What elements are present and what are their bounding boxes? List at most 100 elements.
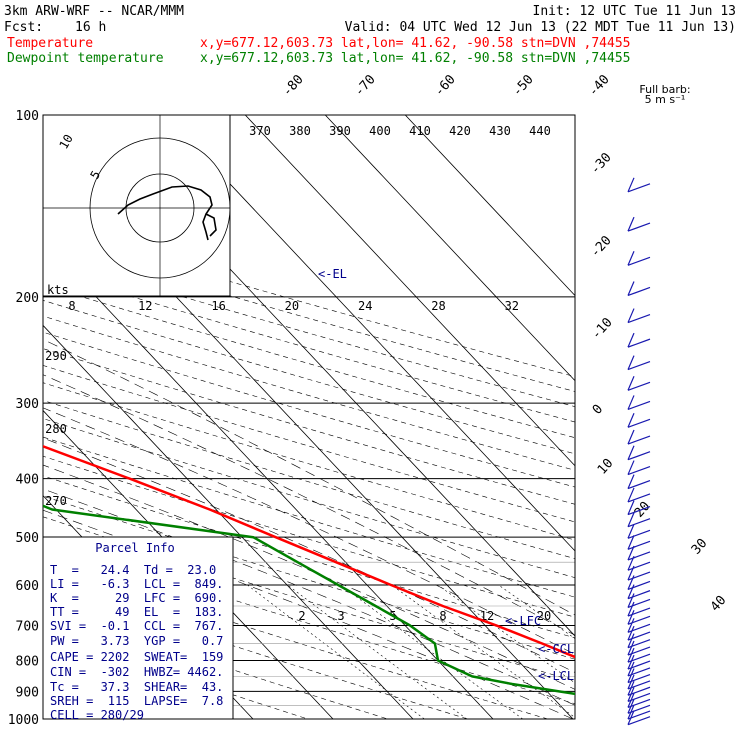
wind-barb	[627, 460, 635, 475]
dry-adiabat-label: 270	[45, 494, 67, 508]
wind-barb	[627, 418, 651, 428]
parcel-row: CAPE = 2202 SWEAT= 159	[50, 650, 223, 664]
parcel-info-title: Parcel Info	[95, 541, 174, 555]
parcel-row: CIN = -302 HWBZ= 4462.	[50, 665, 223, 679]
dry-adiabat-label: 280	[45, 422, 67, 436]
wind-barb	[627, 565, 635, 581]
legend-temperature-info: x,y=677.12,603.73 lat,lon= 41.62, -90.58…	[200, 36, 630, 51]
lfc-marker: <-LFC	[505, 614, 541, 628]
wind-barb	[627, 451, 651, 461]
theta-e-label: 370	[249, 124, 271, 138]
wind-barb	[627, 506, 651, 516]
isotherm-label: 30	[689, 536, 711, 558]
mixing-ratio-label: 12	[138, 299, 152, 313]
model-title: 3km ARW-WRF -- NCAR/MMM	[4, 4, 184, 19]
wind-barb	[627, 590, 651, 600]
wind-barb	[627, 395, 635, 410]
isotherm-label: -30	[588, 150, 615, 177]
wind-barb	[627, 429, 635, 445]
wind-barb	[627, 355, 635, 370]
wind-barb	[627, 633, 635, 648]
mixing-ratio-label: 28	[431, 299, 445, 313]
pressure-tick-label: 400	[16, 473, 39, 488]
wind-barb	[627, 674, 635, 690]
wind-barb	[627, 413, 635, 428]
isotherm-line	[0, 115, 13, 719]
wind-barb	[627, 661, 635, 677]
wind-barb	[627, 216, 635, 232]
mixing-ratio-line	[340, 584, 523, 719]
wind-barb	[627, 435, 651, 445]
dry-adiabat-line	[43, 226, 575, 378]
mixing-ratio-line	[498, 584, 575, 639]
forecast-label: Fcst:	[4, 20, 43, 35]
theta-e-label: 420	[449, 124, 471, 138]
wind-barb	[627, 575, 635, 590]
pressure-tick-label: 700	[16, 619, 39, 634]
isotherm-label: -60	[432, 72, 459, 99]
forecast-hour: 16 h	[75, 20, 106, 35]
mixing-ratio-label: 16	[211, 299, 225, 313]
isotherm-label: 10	[595, 456, 617, 478]
init-time: Init: 12 UTC Tue 11 Jun 13	[533, 4, 737, 19]
lcl-marker: <-LCL	[538, 669, 574, 683]
wind-barb	[627, 361, 651, 371]
wind-barb	[627, 487, 635, 503]
wind-barb	[627, 256, 651, 266]
wind-barb	[627, 314, 651, 324]
wind-barb	[627, 251, 635, 266]
parcel-row: LI = -6.3 LCL = 849.	[50, 577, 223, 591]
wind-barb	[627, 480, 651, 490]
wind-barb	[627, 716, 651, 726]
isotherm-label: -20	[588, 233, 615, 260]
wind-barb	[627, 668, 635, 683]
wind-barb	[627, 493, 651, 503]
wind-barb	[627, 580, 651, 591]
wind-barb	[627, 699, 635, 714]
wind-barb	[627, 540, 651, 550]
wind-barb	[627, 381, 651, 391]
parcel-row: CELL = 280/29	[50, 708, 144, 722]
temperature-profile	[43, 444, 575, 659]
valid-time: Valid: 04 UTC Wed 12 Jun 13 (22 MDT Tue …	[345, 20, 736, 35]
dry-adiabat-line	[43, 495, 575, 660]
legend-dewpoint-info: x,y=677.12,603.73 lat,lon= 41.62, -90.58…	[200, 51, 630, 66]
wind-barb	[627, 593, 635, 608]
mixing-ratio-label: 3	[337, 609, 344, 623]
theta-e-label: 430	[489, 124, 511, 138]
theta-e-label: 380	[289, 124, 311, 138]
wind-barb	[627, 466, 651, 476]
dry-adiabat-line	[43, 254, 575, 407]
wind-barb	[627, 545, 635, 561]
hodograph-ring-label: 10	[56, 132, 75, 152]
parcel-row: Tc = 37.3 SHEAR= 43.	[50, 680, 223, 694]
wind-barb	[627, 308, 635, 323]
el-marker: <-EL	[318, 267, 347, 281]
mixing-ratio-label: 32	[505, 299, 519, 313]
isotherm-label: -10	[589, 315, 616, 342]
wind-barb	[627, 177, 635, 193]
hodograph-units-label: kts	[47, 283, 69, 297]
isotherm-label: 40	[708, 593, 730, 615]
mixing-ratio-line	[287, 584, 467, 719]
isotherm-line	[244, 115, 575, 467]
pressure-tick-label: 800	[16, 654, 39, 669]
wind-barb	[627, 512, 635, 527]
wind-barb	[627, 183, 651, 193]
wind-barb	[627, 571, 651, 581]
parcel-row: PW = 3.73 YGP = 0.7	[50, 634, 223, 648]
wind-barb	[627, 286, 651, 297]
wind-barb	[627, 555, 635, 571]
wind-barb	[627, 618, 635, 633]
wind-barb	[627, 524, 635, 539]
full-barb-label: Full barb:	[639, 83, 690, 96]
parcel-row: SREH = 115 LAPSE= 7.8	[50, 694, 223, 708]
mixing-ratio-label: 20	[537, 609, 551, 623]
wind-barb	[627, 281, 635, 296]
profiles	[43, 444, 575, 696]
wind-barb	[627, 647, 635, 663]
wind-barb	[627, 625, 635, 641]
dry-adiabat-label: 290	[45, 349, 67, 363]
ccl-marker: <-CCL	[538, 642, 574, 656]
mixing-ratio-line	[247, 584, 425, 719]
